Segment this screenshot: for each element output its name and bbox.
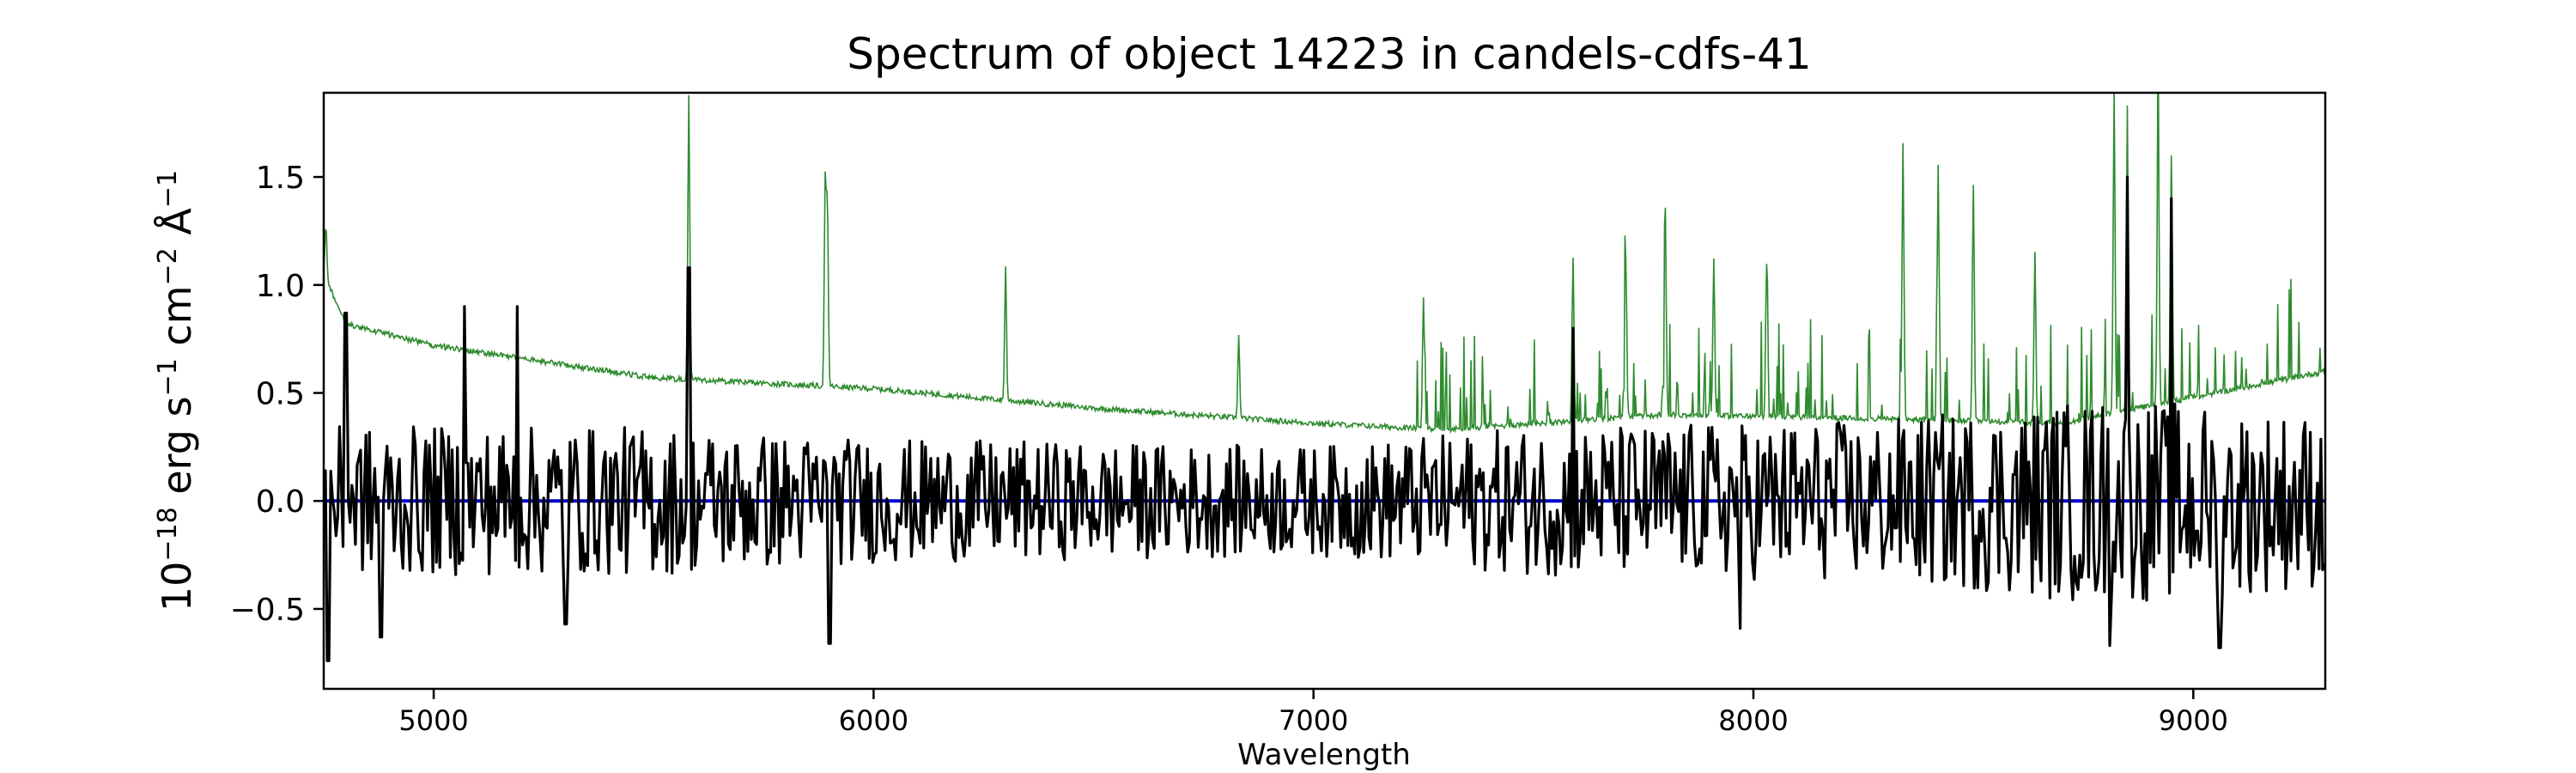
x-tick-label: 6000 — [839, 704, 908, 737]
ylabel-exp4: −1 — [153, 170, 183, 208]
y-tick-label: 0.5 — [256, 377, 305, 412]
y-tick-label: 1.0 — [256, 269, 305, 304]
y-tick-label: −0.5 — [230, 593, 305, 628]
ylabel-exp1: −18 — [153, 507, 183, 561]
flux-spectrum-line — [324, 175, 2325, 662]
ylabel-ang: Å — [154, 208, 200, 248]
plot-area — [324, 93, 2325, 662]
x-axis-label: Wavelength — [1237, 738, 1411, 772]
x-tick-label: 9000 — [2159, 704, 2228, 737]
x-tick-label: 5000 — [398, 704, 468, 737]
x-axis: 5000 6000 7000 8000 9000 — [398, 689, 2228, 737]
y-tick-label: 0.0 — [256, 484, 305, 520]
plot-frame — [322, 91, 2327, 691]
x-tick-label: 7000 — [1279, 704, 1348, 737]
chart-title: Spectrum of object 14223 in candels-cdfs… — [847, 29, 1812, 79]
y-axis: −0.5 0.0 0.5 1.0 1.5 — [230, 161, 324, 628]
x-tick-label: 8000 — [1718, 704, 1788, 737]
y-axis-label: 10−18 erg s−1 cm−2 Å−1 — [153, 170, 201, 612]
ylabel-exp2: −1 — [153, 358, 183, 396]
ylabel-exp3: −2 — [153, 247, 183, 285]
ylabel-base: 10 — [154, 562, 200, 612]
ylabel-cm: cm — [154, 285, 200, 358]
ylabel-erg: erg s — [154, 396, 200, 507]
y-tick-label: 1.5 — [256, 161, 305, 196]
error-spectrum-line — [324, 93, 2325, 435]
